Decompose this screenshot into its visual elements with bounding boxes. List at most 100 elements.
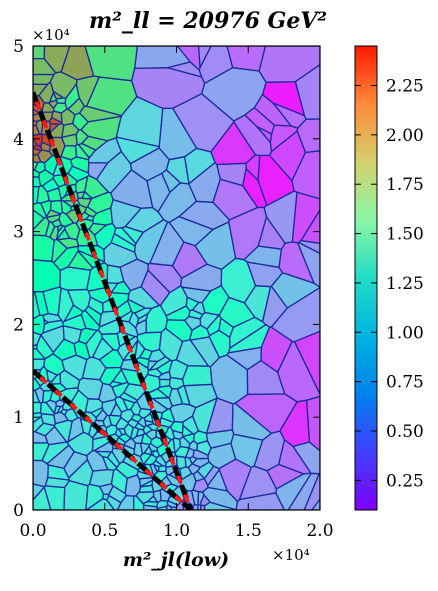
x-axis-label: m²_jl(low)	[123, 549, 229, 571]
colorbar-gradient	[354, 45, 378, 511]
overlay-lines	[33, 91, 194, 510]
voronoi-cell	[245, 154, 261, 181]
voronoi-cell	[87, 296, 104, 316]
voronoi-cell	[243, 245, 283, 268]
voronoi-cell	[33, 234, 55, 262]
voronoi-cell	[99, 366, 122, 386]
colorbar-tick-label: 1.25	[386, 274, 424, 294]
y-tick-label: 1	[13, 408, 24, 428]
voronoi-cell	[33, 483, 45, 501]
voronoi-cell	[158, 378, 171, 388]
voronoi-cell	[192, 504, 199, 510]
voronoi-cell	[64, 222, 81, 241]
voronoi-cell	[88, 222, 107, 236]
y-tick-label: 2	[13, 315, 24, 335]
colorbar-tick-label: 1.00	[386, 323, 424, 343]
voronoi-cell	[158, 327, 184, 362]
voronoi-cell	[95, 409, 108, 422]
voronoi-cells	[33, 46, 320, 510]
voronoi-cell	[33, 442, 50, 462]
y-tick-label: 4	[13, 130, 24, 150]
y-tick-label: 0	[13, 501, 24, 521]
voronoi-cell	[95, 150, 133, 194]
chart-title: m²_ll = 20976 GeV²	[89, 8, 327, 34]
voronoi-cell	[36, 185, 50, 204]
x-tick-label: 0.0	[19, 521, 46, 541]
voronoi-cell	[33, 290, 49, 317]
x-tick-label: 1.5	[235, 521, 262, 541]
y-multiplier: ×10⁴	[32, 26, 70, 44]
voronoi-cell	[168, 388, 184, 407]
colorbar-tick-label: 0.75	[386, 373, 424, 393]
voronoi-cell	[142, 500, 159, 508]
x-tick-label: 1.0	[163, 521, 190, 541]
voronoi-cell	[138, 484, 155, 493]
voronoi-cell	[184, 315, 202, 331]
voronoi-cell	[191, 397, 218, 434]
voronoi-cell	[255, 125, 273, 143]
voronoi-cell	[139, 442, 150, 455]
voronoi-cell	[206, 314, 222, 337]
voronoi-cell	[92, 337, 114, 361]
voronoi-cell	[266, 463, 305, 490]
voronoi-cell	[142, 424, 153, 435]
x-tick-label: 2.0	[306, 521, 333, 541]
voronoi-cell	[268, 130, 307, 182]
voronoi-cell	[138, 407, 152, 419]
voronoi-cell	[209, 354, 249, 405]
x-tick-label: 0.5	[91, 521, 118, 541]
colorbar-tick-label: 2.25	[386, 76, 424, 96]
voronoi-cell	[278, 439, 312, 475]
voronoi-cell	[109, 402, 123, 417]
voronoi-cell	[229, 316, 267, 349]
voronoi-cell	[188, 161, 221, 203]
y-tick-label: 5	[13, 37, 24, 57]
voronoi-cell	[84, 206, 98, 218]
plot-area	[32, 45, 321, 511]
voronoi-cell	[33, 153, 42, 164]
voronoi-cell	[167, 495, 184, 506]
colorbar-tick-label: 1.50	[386, 225, 424, 245]
y-tick-label: 3	[13, 223, 24, 243]
voronoi-cell	[62, 313, 87, 331]
voronoi-cell	[270, 286, 320, 343]
voronoi-cell	[156, 359, 173, 375]
voronoi-cell	[59, 369, 81, 390]
voronoi-cell	[172, 437, 182, 454]
voronoi-cell	[55, 97, 67, 105]
voronoi-cell	[297, 241, 320, 288]
voronoi-cell	[88, 468, 115, 488]
voronoi-cell	[127, 286, 161, 310]
x-axis: 0.0 0.5 1.0 1.5 2.0	[19, 46, 334, 541]
voronoi-cell	[200, 504, 206, 510]
voronoi-cell	[33, 401, 42, 415]
voronoi-cell	[33, 46, 46, 60]
colorbar-tick-label: 1.75	[386, 175, 424, 195]
voronoi-cell	[59, 266, 92, 291]
voronoi-cell	[51, 110, 63, 124]
voronoi-cell	[172, 93, 235, 153]
voronoi-cell	[95, 450, 112, 459]
voronoi-cell	[75, 75, 100, 107]
colorbar-tick-label: 0.25	[386, 471, 424, 491]
voronoi-cell	[63, 480, 89, 510]
voronoi-cell	[127, 418, 139, 429]
voronoi-cell	[47, 464, 70, 481]
voronoi-cell	[33, 209, 45, 231]
voronoi-cell	[149, 221, 185, 267]
voronoi-cell	[272, 102, 307, 129]
voronoi-cell	[113, 227, 137, 247]
boundary-line-red	[33, 91, 193, 510]
voronoi-cell	[144, 419, 155, 427]
voronoi-cell	[197, 46, 212, 69]
voronoi-cell	[43, 46, 71, 74]
voronoi-cell	[122, 398, 136, 411]
voronoi-cell	[51, 218, 62, 228]
voronoi-cell	[185, 447, 195, 459]
voronoi-cell	[106, 495, 122, 510]
voronoi-cell	[153, 464, 160, 473]
boundary-line-black	[33, 368, 193, 510]
colorbar: 0.25 0.50 0.75 1.00 1.25 1.50 1.75 2.00 2.25	[354, 45, 424, 511]
voronoi-cell	[33, 343, 38, 350]
